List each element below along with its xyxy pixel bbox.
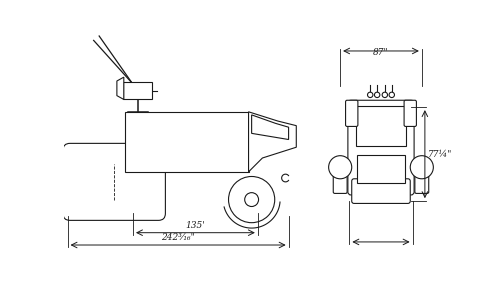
- Text: 77¼": 77¼": [428, 150, 452, 159]
- Polygon shape: [252, 115, 288, 139]
- FancyBboxPatch shape: [357, 155, 405, 183]
- FancyBboxPatch shape: [352, 179, 410, 203]
- Circle shape: [328, 156, 351, 179]
- FancyBboxPatch shape: [333, 173, 347, 193]
- FancyBboxPatch shape: [348, 100, 414, 195]
- FancyBboxPatch shape: [346, 100, 358, 126]
- Polygon shape: [117, 77, 124, 99]
- Text: 242³⁄₁₆": 242³⁄₁₆": [161, 233, 195, 242]
- Circle shape: [389, 92, 394, 97]
- FancyBboxPatch shape: [356, 106, 406, 146]
- Circle shape: [410, 156, 434, 179]
- Circle shape: [228, 177, 274, 223]
- Text: 135': 135': [186, 221, 206, 230]
- FancyBboxPatch shape: [63, 143, 166, 220]
- Text: 87": 87": [373, 48, 389, 57]
- Circle shape: [374, 92, 380, 97]
- FancyBboxPatch shape: [123, 82, 152, 99]
- Polygon shape: [248, 112, 296, 172]
- Circle shape: [382, 92, 388, 97]
- Circle shape: [368, 92, 373, 97]
- FancyBboxPatch shape: [415, 173, 428, 193]
- FancyBboxPatch shape: [126, 112, 248, 172]
- Circle shape: [244, 193, 258, 206]
- FancyBboxPatch shape: [404, 100, 416, 126]
